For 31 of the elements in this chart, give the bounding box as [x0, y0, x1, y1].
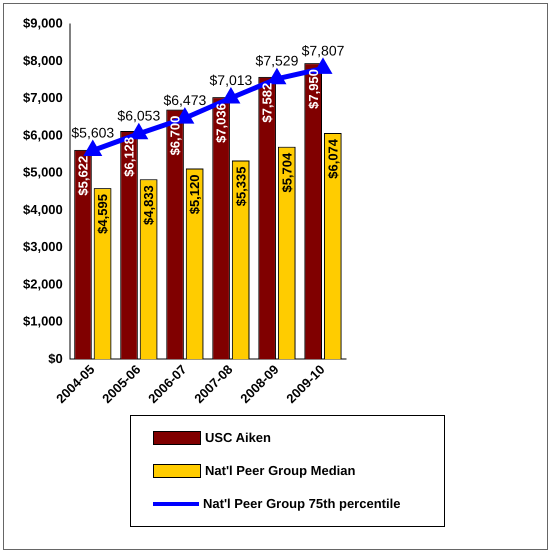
- data-label: $5,704: [279, 152, 294, 193]
- data-label: $5,335: [233, 166, 248, 206]
- data-label: $7,013: [209, 72, 253, 88]
- y-tick-label: $3,000: [22, 239, 63, 254]
- data-label: $6,053: [117, 108, 160, 124]
- data-label: $6,074: [325, 138, 340, 179]
- data-label: $6,473: [163, 92, 206, 108]
- data-label: $6,128: [122, 136, 137, 177]
- y-tick-label: $2,000: [22, 276, 63, 292]
- data-label: $7,529: [256, 52, 299, 69]
- data-label: $5,622: [76, 156, 91, 196]
- data-label: $4,595: [95, 194, 110, 234]
- data-label: $4,833: [141, 185, 156, 225]
- data-label: $7,582: [260, 82, 275, 123]
- legend-label: USC Aiken: [205, 430, 271, 445]
- y-tick-label: $0: [48, 350, 63, 366]
- data-label: $7,950: [306, 69, 321, 109]
- data-label: $6,700: [168, 116, 183, 156]
- data-label: $7,036: [214, 103, 229, 143]
- y-tick-label: $9,000: [22, 16, 63, 31]
- y-tick-label: $5,000: [22, 164, 63, 180]
- y-tick-label: $8,000: [22, 52, 63, 68]
- legend-label: Nat'l Peer Group Median: [205, 463, 356, 478]
- data-label: $5,603: [71, 124, 114, 140]
- legend-label: Nat'l Peer Group 75th percentile: [203, 496, 400, 511]
- y-tick-label: $1,000: [22, 314, 63, 329]
- y-tick-label: $7,000: [22, 90, 63, 106]
- y-tick-label: $4,000: [22, 202, 63, 217]
- y-tick-label: $6,000: [22, 127, 63, 142]
- data-label: $7,807: [302, 42, 345, 58]
- data-label: $5,120: [187, 174, 202, 214]
